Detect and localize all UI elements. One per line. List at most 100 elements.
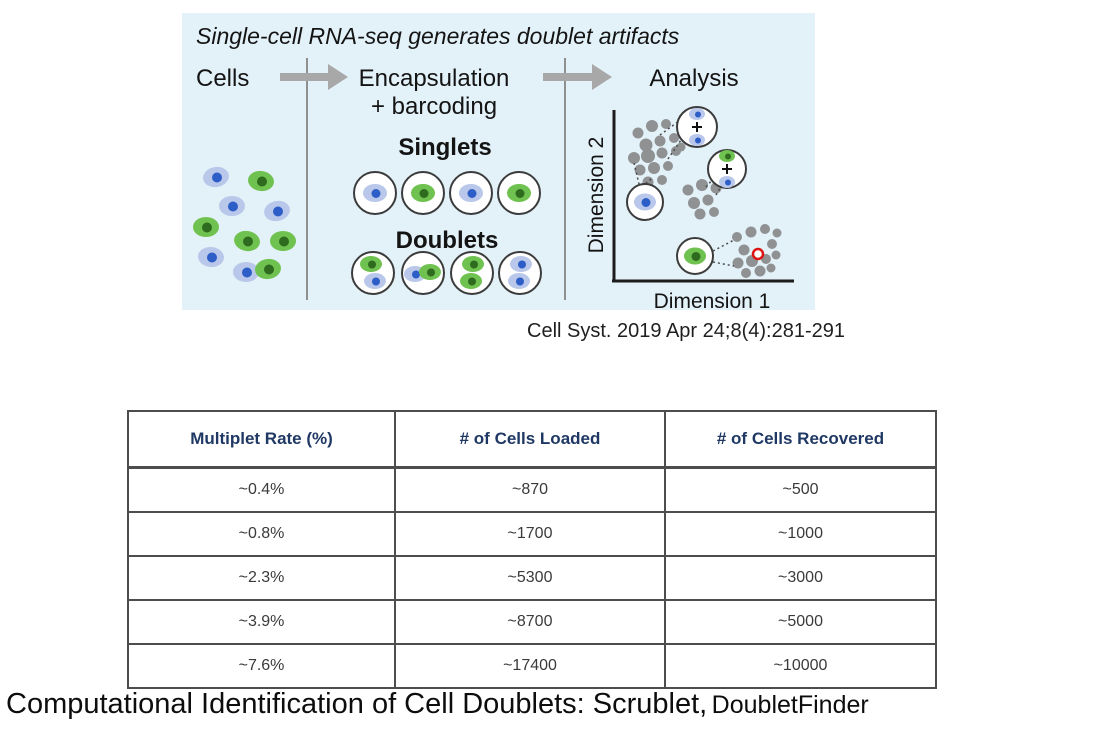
singlets-label: Singlets [398,134,491,161]
data-point-dot [632,127,644,139]
cell-green [234,230,260,252]
cell-green [248,170,274,192]
table-cell: ~10000 [664,643,937,689]
data-point-dot [766,263,776,273]
y-axis-label: Dimension 2 [585,137,608,254]
data-point-dot [641,149,655,163]
data-point-dot [656,147,668,159]
slide-caption: Computational Identification of Cell Dou… [6,688,869,721]
table-cell: ~1000 [664,511,937,557]
table-cell: ~3000 [664,555,937,601]
data-point-dot [745,226,757,238]
cell-blue [363,184,387,202]
table-cell: ~17400 [394,643,666,689]
figure-title: Single-cell RNA-seq generates doublet ar… [196,23,680,49]
cell-blue [634,193,656,211]
cell-blue [198,246,224,268]
figure-citation: Cell Syst. 2019 Apr 24;8(4):281-291 [527,320,845,342]
data-point-dot [663,161,673,171]
flow-arrow-right-icon [543,64,612,90]
data-point-dot [639,138,653,152]
data-point-dot [657,175,667,185]
data-point-dot [771,250,781,260]
table-row: ~7.6% ~17400 ~10000 [127,643,937,689]
flow-arrow-right-icon [280,64,348,90]
cell-green [411,184,435,202]
data-point-dot [760,224,770,234]
data-point-dot [682,184,694,196]
cell-blue [508,273,530,289]
cell-green [419,264,441,280]
data-point-dot [648,162,660,174]
data-point-dot [709,207,719,217]
cell-green [719,150,735,162]
connector-line [712,239,735,252]
data-point-dot [688,197,700,209]
singlet-droplets [353,171,541,215]
doublet-figure: Single-cell RNA-seq generates doublet ar… [182,13,815,310]
data-point-dot [738,244,750,256]
column-header: # of Cells Loaded [394,410,666,469]
table-cell: ~5300 [394,555,666,601]
caption-secondary: DoubletFinder [711,691,869,719]
cell-blue [689,134,705,146]
data-point-dot [732,257,744,269]
doublet-flag-icon [751,247,765,261]
step-label-cells: Cells [196,65,249,92]
magnifier-circles [626,106,747,275]
cell-blue [219,196,245,216]
cell-blue [364,273,386,289]
cell-blue [510,256,532,272]
cell-green [193,217,219,237]
cell-green [462,256,484,272]
step-label-analysis: Analysis [649,65,738,92]
table-cell: ~870 [394,466,666,513]
caption-main: Computational Identification of Cell Dou… [6,688,708,720]
table-cell: ~1700 [394,511,666,557]
data-point-dot [732,232,742,242]
table-cell: ~2.3% [127,555,396,601]
table-cell: ~0.4% [127,466,396,513]
data-point-dot [772,228,782,238]
connector-line [712,261,735,267]
data-point-dot [634,164,646,176]
doublet-droplets [351,251,542,295]
data-point-dot [676,142,686,152]
table-row: ~0.4% ~870 ~500 [127,466,937,513]
table-row: ~3.9% ~8700 ~5000 [127,599,937,645]
cell-green [360,256,382,272]
table-cell: ~7.6% [127,643,396,689]
cell-blue [233,262,259,282]
column-header: # of Cells Recovered [664,410,937,469]
column-header: Multiplet Rate (%) [127,410,396,469]
connector-line [633,162,640,185]
cell-blue [719,176,735,188]
data-point-dot [702,194,714,206]
cell-blue [203,166,229,188]
cell-green [507,184,531,202]
table-cell: ~0.8% [127,511,396,557]
data-point-dot [694,208,706,220]
cell-suspension [193,166,296,282]
data-point-dot [754,265,766,277]
data-point-dot [661,119,671,129]
x-axis-label: Dimension 1 [654,290,771,310]
cell-green [255,258,281,280]
table-cell: ~3.9% [127,599,396,645]
cell-blue [689,108,705,120]
scatter-clusters [628,119,782,278]
step-label-barcoding: + barcoding [371,93,497,120]
cell-green [684,247,706,265]
data-point-dot [696,179,708,191]
doublets-label: Doublets [396,227,499,254]
table-row: ~2.3% ~5300 ~3000 [127,555,937,601]
connector-line [643,178,652,186]
cell-blue [459,184,483,202]
data-point-dot [654,135,666,147]
table-cell: ~500 [664,466,937,513]
table-cell: ~5000 [664,599,937,645]
cell-blue [264,200,290,222]
data-point-dot [767,239,777,249]
connector-line [705,178,714,188]
